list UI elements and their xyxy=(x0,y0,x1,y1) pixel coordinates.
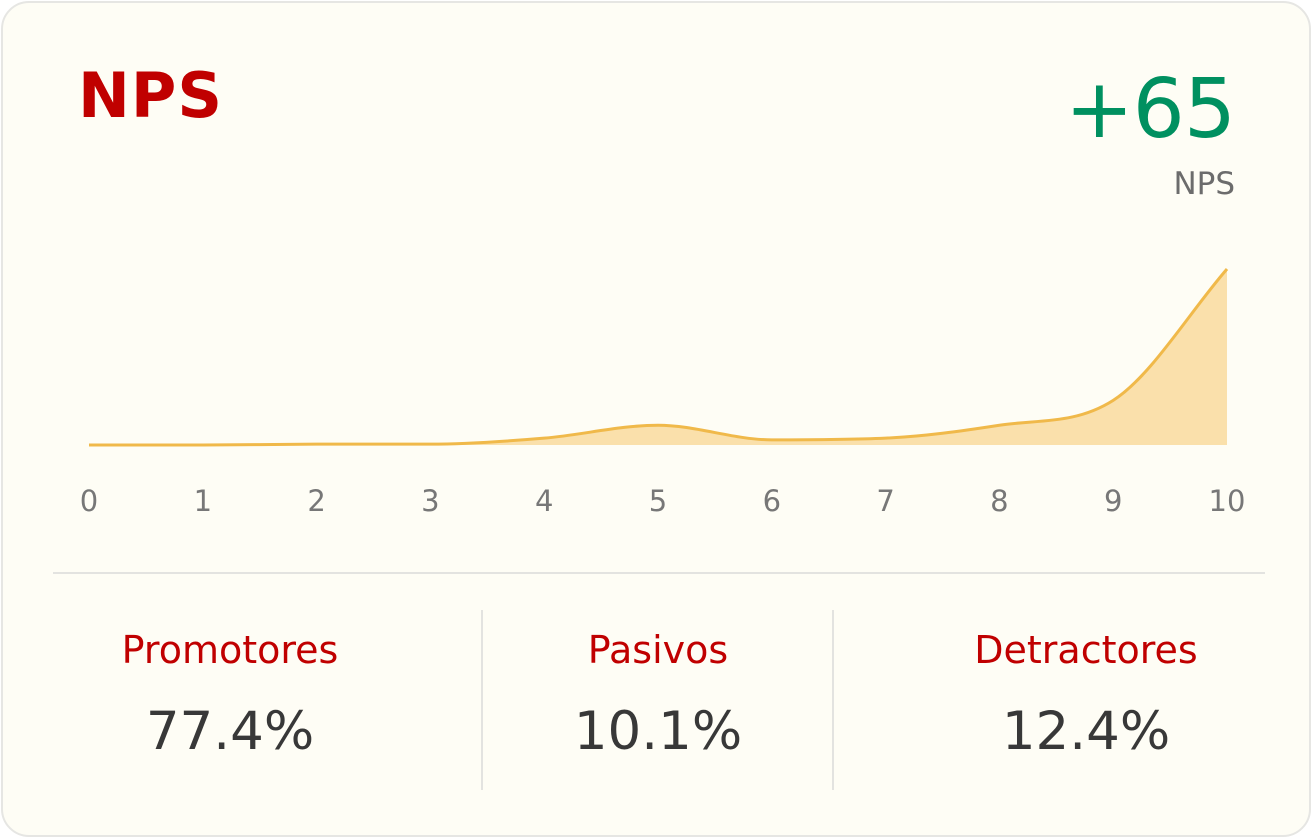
x-tick-label: 7 xyxy=(876,484,894,518)
stat-value-promotores: 77.4% xyxy=(145,701,315,762)
stat-divider xyxy=(481,610,483,790)
chart-series-line xyxy=(89,268,1229,447)
stat-label-promotores: Promotores xyxy=(121,628,339,672)
stat-label-detractores: Detractores xyxy=(974,628,1198,672)
stat-value-pasivos: 10.1% xyxy=(573,701,743,762)
stat-detractores: Detractores 12.4% xyxy=(936,631,1236,758)
x-tick-label: 2 xyxy=(307,484,325,518)
x-tick-label: 8 xyxy=(990,484,1008,518)
stat-label-pasivos: Pasivos xyxy=(587,628,729,672)
x-tick-label: 10 xyxy=(1209,484,1246,518)
nps-distribution-chart: 0 1 2 3 4 5 6 7 8 9 10 xyxy=(80,268,1246,518)
x-tick-label: 0 xyxy=(80,484,98,518)
stat-divider xyxy=(832,610,834,790)
nps-score-value: +65 xyxy=(1064,62,1236,157)
stat-promotores: Promotores 77.4% xyxy=(80,631,380,758)
nps-score-block: +65 NPS xyxy=(1064,62,1236,202)
chart-area-fill xyxy=(89,269,1227,445)
x-tick-label: 1 xyxy=(194,484,212,518)
section-divider xyxy=(53,572,1265,574)
x-tick-label: 6 xyxy=(763,484,781,518)
stat-pasivos: Pasivos 10.1% xyxy=(508,631,808,758)
x-tick-label: 9 xyxy=(1104,484,1122,518)
card-title: NPS xyxy=(78,59,223,132)
x-tick-label: 3 xyxy=(421,484,439,518)
stat-value-detractores: 12.4% xyxy=(1001,701,1171,762)
x-tick-label: 5 xyxy=(649,484,667,518)
x-tick-label: 4 xyxy=(535,484,553,518)
nps-score-label: NPS xyxy=(1173,166,1235,202)
